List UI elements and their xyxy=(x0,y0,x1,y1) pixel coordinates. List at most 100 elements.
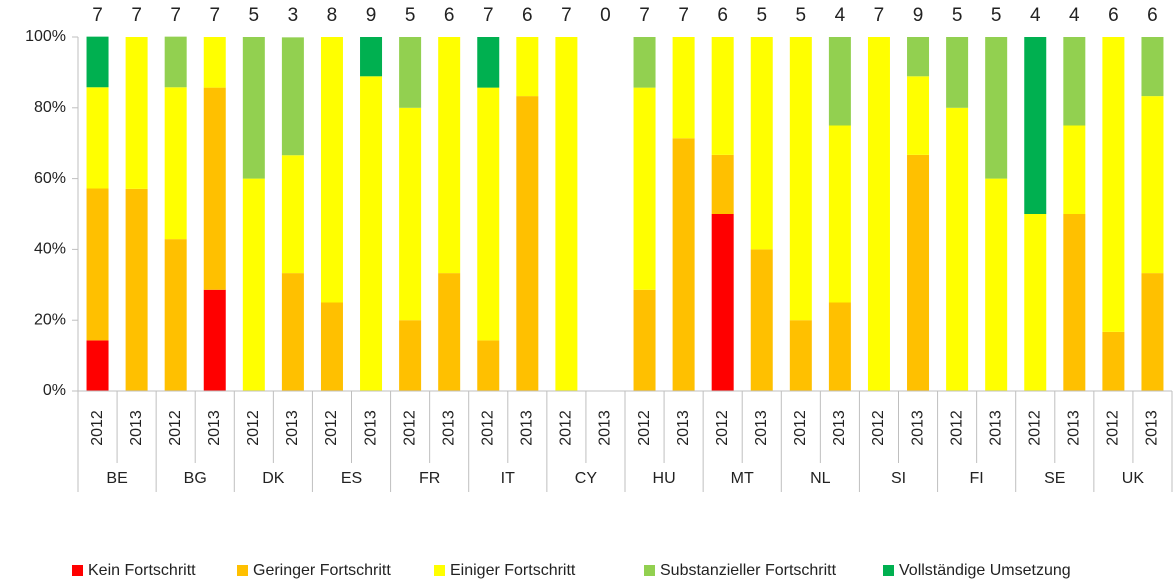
x-tick-label: 2012 xyxy=(636,410,653,446)
group-label: IT xyxy=(501,470,515,487)
total-label: 7 xyxy=(678,5,689,26)
total-label: 5 xyxy=(249,5,260,26)
group-label: MT xyxy=(731,470,754,487)
bar-segment xyxy=(711,214,734,391)
bar-segment xyxy=(516,96,539,392)
bar-segment xyxy=(242,178,265,391)
bar-segment xyxy=(946,37,969,108)
bar-segment xyxy=(281,273,304,391)
bar-segment xyxy=(711,37,734,155)
bar-segment xyxy=(867,37,890,391)
total-label: 6 xyxy=(522,5,533,26)
group-label: BE xyxy=(106,470,127,487)
legend-swatch xyxy=(883,565,894,576)
legend-label: Kein Fortschritt xyxy=(88,562,196,579)
group-label: BG xyxy=(184,470,207,487)
group-label: FR xyxy=(419,470,440,487)
group-label: NL xyxy=(810,470,831,487)
bar-segment xyxy=(203,289,226,391)
bar-segment xyxy=(86,188,109,341)
y-tick-label: 60% xyxy=(34,170,66,187)
total-label: 7 xyxy=(92,5,103,26)
bar-segment xyxy=(399,37,422,108)
x-tick-label: 2012 xyxy=(558,410,575,446)
group-label: HU xyxy=(653,470,676,487)
total-label: 9 xyxy=(366,5,377,26)
total-label: 7 xyxy=(561,5,572,26)
bar-segment xyxy=(946,107,969,392)
bar-segment xyxy=(907,154,930,391)
bar-segment xyxy=(125,188,148,391)
total-label: 5 xyxy=(991,5,1002,26)
x-tick-label: 2013 xyxy=(831,410,848,446)
y-tick-label: 80% xyxy=(34,99,66,116)
y-tick-label: 40% xyxy=(34,241,66,258)
bar-segment xyxy=(203,87,226,290)
total-label: 7 xyxy=(131,5,142,26)
bar-segment xyxy=(360,37,383,77)
bar-segment xyxy=(477,87,500,341)
bar-segment xyxy=(750,37,773,250)
x-tick-label: 2012 xyxy=(1026,410,1043,446)
bar-segment xyxy=(516,37,539,97)
x-tick-label: 2013 xyxy=(675,410,692,446)
bar-segment xyxy=(1141,96,1164,274)
y-tick-label: 100% xyxy=(25,28,66,45)
bar-segment xyxy=(1024,37,1047,214)
x-tick-label: 2012 xyxy=(1105,410,1122,446)
bar-segment xyxy=(672,37,695,139)
bar-segment xyxy=(907,37,930,77)
total-label: 7 xyxy=(639,5,650,26)
legend-label: Vollständige Umsetzung xyxy=(899,562,1071,579)
group-label: ES xyxy=(341,470,362,487)
bar-segment xyxy=(125,37,148,189)
bar-segment xyxy=(164,239,187,391)
bar-segment xyxy=(828,302,851,391)
bar-segment xyxy=(320,37,343,303)
x-tick-label: 2013 xyxy=(1144,410,1161,446)
bar-segment xyxy=(399,107,422,321)
x-tick-label: 2013 xyxy=(753,410,770,446)
x-tick-label: 2012 xyxy=(714,410,731,446)
bar-segment xyxy=(1063,214,1086,391)
bar-segment xyxy=(789,320,812,391)
x-tick-label: 2013 xyxy=(284,410,301,446)
x-tick-label: 2012 xyxy=(792,410,809,446)
x-tick-label: 2013 xyxy=(128,410,145,446)
bar-segment xyxy=(711,154,734,214)
group-label: CY xyxy=(575,470,598,487)
total-label: 7 xyxy=(874,5,885,26)
bar-segment xyxy=(985,178,1008,391)
bar-segment xyxy=(320,302,343,391)
total-label: 4 xyxy=(1030,5,1041,26)
x-tick-label: 2012 xyxy=(870,410,887,446)
x-tick-label: 2012 xyxy=(479,410,496,446)
y-tick-label: 0% xyxy=(43,382,66,399)
total-label: 0 xyxy=(600,5,611,26)
group-label: SE xyxy=(1044,470,1065,487)
bar-segment xyxy=(164,87,187,240)
total-label: 5 xyxy=(405,5,416,26)
bar-segment xyxy=(281,37,304,156)
total-label: 5 xyxy=(796,5,807,26)
y-tick-label: 20% xyxy=(34,311,66,328)
total-label: 8 xyxy=(327,5,338,26)
group-label: FI xyxy=(970,470,984,487)
x-tick-label: 2012 xyxy=(323,410,340,446)
legend-swatch xyxy=(72,565,83,576)
bar-segment xyxy=(789,37,812,321)
bar-segment xyxy=(1063,125,1086,214)
total-label: 4 xyxy=(1069,5,1080,26)
bar-segment xyxy=(1102,331,1125,391)
legend-label: Einiger Fortschritt xyxy=(450,562,576,579)
bar-segment xyxy=(438,273,461,391)
group-label: UK xyxy=(1122,470,1145,487)
legend-swatch xyxy=(644,565,655,576)
total-label: 7 xyxy=(483,5,494,26)
bar-segment xyxy=(907,76,930,155)
bar-segment xyxy=(633,37,656,88)
x-tick-label: 2013 xyxy=(362,410,379,446)
x-tick-label: 2012 xyxy=(89,410,106,446)
bar-segment xyxy=(633,289,656,391)
